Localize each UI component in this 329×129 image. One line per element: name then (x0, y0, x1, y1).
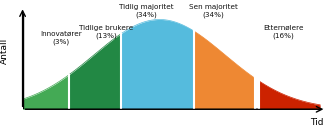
Text: Sen majoritet
(34%): Sen majoritet (34%) (189, 4, 238, 18)
Text: Antall: Antall (0, 38, 9, 64)
Text: Tid: Tid (310, 118, 324, 127)
Text: Tidlig majoritet
(34%): Tidlig majoritet (34%) (119, 4, 173, 18)
Text: Tidlige brukere
(13%): Tidlige brukere (13%) (79, 25, 133, 39)
Text: Etternølere
(16%): Etternølere (16%) (263, 25, 303, 39)
Text: Innovatører
(3%): Innovatører (3%) (40, 31, 82, 45)
